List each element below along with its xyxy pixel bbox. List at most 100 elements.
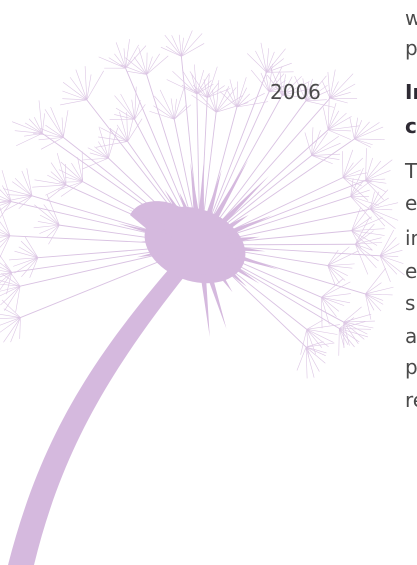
seed-filament xyxy=(330,70,335,99)
seed-filament xyxy=(9,258,38,260)
text-fragment: e xyxy=(405,193,417,213)
seed-filament xyxy=(32,185,66,187)
seed-filament xyxy=(344,314,372,322)
seed-filament xyxy=(161,47,181,56)
text-fragment: in xyxy=(405,228,417,248)
seed-filament xyxy=(370,209,395,228)
seed-filament xyxy=(312,130,321,155)
page: 2006 w p In c T e in e s a p re xyxy=(0,0,417,565)
seed-filament xyxy=(322,297,323,328)
seed-filament xyxy=(42,113,44,133)
seed-filament xyxy=(328,130,351,131)
text-fragment: p xyxy=(405,357,417,377)
seed-filament xyxy=(147,53,148,75)
seed-filament xyxy=(0,313,20,318)
seed-filament xyxy=(307,325,340,330)
seed-filament xyxy=(366,148,367,180)
seed-filament xyxy=(121,65,147,75)
seed-filament xyxy=(179,35,181,57)
text-fragment: s xyxy=(405,293,415,313)
seed-filament xyxy=(328,264,355,266)
seed-filament xyxy=(301,329,307,354)
seed-filament xyxy=(20,318,21,339)
seed-filament xyxy=(312,154,340,155)
seed-filament xyxy=(5,264,20,286)
seed-filament xyxy=(330,98,348,103)
seed-filament xyxy=(12,122,42,134)
seed-filament xyxy=(45,109,63,137)
seed-filament xyxy=(62,91,86,100)
seed-filament xyxy=(306,343,334,347)
seed-filament xyxy=(328,247,350,266)
dandelion-illustration xyxy=(0,0,417,565)
text-fragment: a xyxy=(405,326,417,346)
seed-filament xyxy=(147,54,160,75)
seed-filament xyxy=(350,118,355,139)
seed-filament xyxy=(181,33,202,56)
seed-filament xyxy=(237,82,238,107)
seed-filament xyxy=(139,48,147,75)
seed-filament xyxy=(128,117,134,141)
seed-filament xyxy=(44,205,60,226)
seed-filament xyxy=(343,173,367,178)
seed-filament xyxy=(322,282,351,297)
seed-filament xyxy=(255,51,266,72)
seed-filament xyxy=(366,158,373,180)
seed-filament xyxy=(306,347,307,378)
seed-filament xyxy=(0,252,12,272)
seed-filament xyxy=(126,46,146,69)
seed-filament xyxy=(306,347,326,356)
seed-filament xyxy=(342,151,343,177)
seed-filament xyxy=(0,236,10,264)
heading-fragment: In xyxy=(405,82,417,102)
seed-filament xyxy=(19,196,32,209)
heading-fragment: c xyxy=(405,116,417,136)
text-fragment: e xyxy=(405,261,417,281)
seed-filament xyxy=(343,150,353,178)
seed-filament xyxy=(109,58,126,69)
seed-filament xyxy=(116,42,125,68)
seed-filament xyxy=(181,43,204,56)
seed-filament xyxy=(339,322,365,329)
seed-filament xyxy=(125,58,146,75)
seed-filament xyxy=(4,196,32,211)
seed-filament xyxy=(110,129,128,142)
seed-filament xyxy=(85,66,87,100)
seed-filament xyxy=(339,328,371,329)
seed-filament xyxy=(339,328,340,355)
year: 2006 xyxy=(270,82,321,102)
seed-filament xyxy=(57,153,66,185)
seed-filament xyxy=(60,100,87,105)
seed-filament xyxy=(312,127,313,155)
seed-filament xyxy=(46,225,59,237)
seed-filament xyxy=(370,209,398,220)
seed-filament xyxy=(305,132,312,155)
text-fragment: T xyxy=(405,161,417,181)
seed-filament xyxy=(312,155,333,163)
seed-filament xyxy=(330,74,353,99)
seed-filament xyxy=(29,119,42,134)
seed-filament xyxy=(114,114,134,119)
seed-filament xyxy=(63,110,68,137)
seed-filament xyxy=(328,266,353,269)
seed-filament xyxy=(0,286,20,300)
seed-filament xyxy=(126,45,139,68)
seed-filament xyxy=(0,205,10,236)
dandelion-stem xyxy=(8,262,188,565)
seed-filament xyxy=(370,209,385,226)
seed-filament xyxy=(99,127,108,158)
seed-filament xyxy=(370,203,398,209)
seed-filament xyxy=(306,347,314,378)
spike xyxy=(200,274,209,337)
seed-filament xyxy=(352,231,373,250)
spike xyxy=(199,162,204,215)
seed-filament xyxy=(370,209,392,210)
seed-filament xyxy=(45,185,66,195)
seed-filament xyxy=(380,250,402,255)
seed-filament xyxy=(15,178,32,196)
seed-filament xyxy=(0,196,32,203)
seed-filament xyxy=(365,268,385,294)
seed-filament xyxy=(354,139,384,140)
seed-filament xyxy=(306,347,319,371)
seed-filament xyxy=(27,168,32,195)
